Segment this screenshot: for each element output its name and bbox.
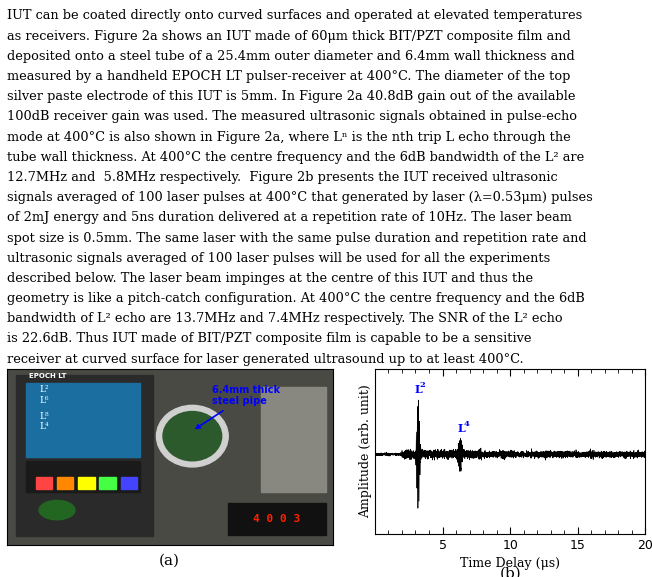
Text: tube wall thickness. At 400°C the centre frequency and the 6dB bandwidth of the : tube wall thickness. At 400°C the centre… — [7, 151, 584, 164]
Bar — [261, 387, 326, 493]
Text: (a): (a) — [159, 554, 180, 568]
Text: silver paste electrode of this IUT is 5mm. In Figure 2a 40.8dB gain out of the a: silver paste electrode of this IUT is 5m… — [7, 90, 575, 103]
Text: deposited onto a steel tube of a 25.4mm outer diameter and 6.4mm wall thickness : deposited onto a steel tube of a 25.4mm … — [7, 50, 574, 63]
Text: 100dB receiver gain was used. The measured ultrasonic signals obtained in pulse-: 100dB receiver gain was used. The measur… — [7, 110, 576, 123]
Text: spot size is 0.5mm. The same laser with the same pulse duration and repetition r: spot size is 0.5mm. The same laser with … — [7, 231, 586, 245]
Text: is 22.6dB. Thus IUT made of BIT/PZT composite film is capable to be a sensitive: is 22.6dB. Thus IUT made of BIT/PZT comp… — [7, 332, 531, 346]
Text: (b): (b) — [499, 567, 521, 577]
Bar — [36, 477, 52, 489]
Bar — [78, 477, 95, 489]
Bar — [57, 477, 74, 489]
Bar — [100, 477, 116, 489]
Bar — [26, 461, 140, 493]
Y-axis label: Amplitude (arb. unit): Amplitude (arb. unit) — [359, 385, 372, 518]
Text: geometry is like a pitch-catch configuration. At 400°C the centre frequency and : geometry is like a pitch-catch configura… — [7, 292, 584, 305]
Text: L⁸: L⁸ — [39, 411, 49, 421]
Text: L⁶: L⁶ — [39, 396, 49, 404]
Text: 4: 4 — [464, 420, 469, 428]
Bar — [228, 503, 326, 535]
Ellipse shape — [156, 406, 228, 467]
Text: described below. The laser beam impinges at the centre of this IUT and thus the: described below. The laser beam impinges… — [7, 272, 533, 285]
Text: 2: 2 — [419, 381, 425, 389]
Text: 12.7MHz and  5.8MHz respectively.  Figure 2b presents the IUT received ultrasoni: 12.7MHz and 5.8MHz respectively. Figure … — [7, 171, 557, 184]
Text: ultrasonic signals averaged of 100 laser pulses will be used for all the experim: ultrasonic signals averaged of 100 laser… — [7, 252, 550, 265]
Bar — [26, 383, 140, 457]
Text: bandwidth of L² echo are 13.7MHz and 7.4MHz respectively. The SNR of the L² echo: bandwidth of L² echo are 13.7MHz and 7.4… — [7, 312, 562, 325]
Text: L: L — [414, 384, 422, 395]
Text: IUT can be coated directly onto curved surfaces and operated at elevated tempera: IUT can be coated directly onto curved s… — [7, 9, 582, 23]
Ellipse shape — [163, 411, 222, 461]
X-axis label: Time Delay (μs): Time Delay (μs) — [460, 557, 560, 570]
Text: L⁴: L⁴ — [39, 422, 49, 431]
Text: signals averaged of 100 laser pulses at 400°C that generated by laser (λ=0.53μm): signals averaged of 100 laser pulses at … — [7, 191, 592, 204]
Text: EPOCH LT: EPOCH LT — [29, 373, 66, 379]
Bar — [16, 374, 153, 537]
Text: receiver at curved surface for laser generated ultrasound up to at least 400°C.: receiver at curved surface for laser gen… — [7, 353, 523, 366]
Text: L²: L² — [39, 385, 49, 394]
Text: as receivers. Figure 2a shows an IUT made of 60μm thick BIT/PZT composite film a: as receivers. Figure 2a shows an IUT mad… — [7, 29, 570, 43]
Text: measured by a handheld EPOCH LT pulser-receiver at 400°C. The diameter of the to: measured by a handheld EPOCH LT pulser-r… — [7, 70, 570, 83]
Text: of 2mJ energy and 5ns duration delivered at a repetition rate of 10Hz. The laser: of 2mJ energy and 5ns duration delivered… — [7, 211, 571, 224]
Text: 4 0 0 3: 4 0 0 3 — [254, 514, 301, 524]
Text: 6.4mm thick
steel pipe: 6.4mm thick steel pipe — [196, 385, 280, 428]
Text: L: L — [458, 423, 465, 434]
Circle shape — [39, 500, 75, 520]
Bar — [121, 477, 137, 489]
Text: mode at 400°C is also shown in Figure 2a, where Lⁿ is the nth trip L echo throug: mode at 400°C is also shown in Figure 2a… — [7, 130, 570, 144]
